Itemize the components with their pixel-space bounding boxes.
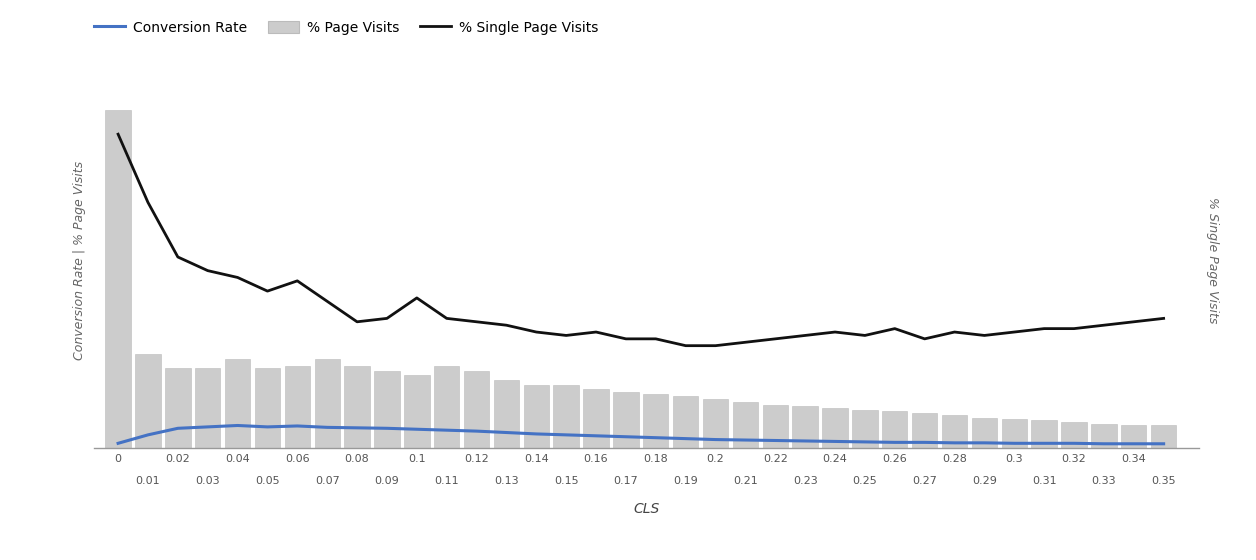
Text: 0.33: 0.33 <box>1091 476 1117 486</box>
Bar <box>972 418 997 448</box>
Bar <box>942 415 967 448</box>
Bar <box>762 405 788 448</box>
Text: 0.29: 0.29 <box>972 476 997 486</box>
Text: 0.27: 0.27 <box>912 476 937 486</box>
Bar <box>463 371 490 448</box>
Text: 0.11: 0.11 <box>435 476 458 486</box>
Bar <box>314 359 340 448</box>
Bar <box>912 413 937 448</box>
Text: 0.05: 0.05 <box>255 476 280 486</box>
Bar <box>1061 422 1086 448</box>
Bar <box>165 368 191 448</box>
Y-axis label: % Single Page Visits: % Single Page Visits <box>1206 197 1218 324</box>
Bar <box>255 368 280 448</box>
Bar <box>1091 423 1117 448</box>
Text: 0.09: 0.09 <box>374 476 399 486</box>
Bar <box>344 366 369 448</box>
Bar <box>732 402 759 448</box>
Bar <box>703 399 728 448</box>
Bar <box>853 409 878 448</box>
Text: 0.15: 0.15 <box>554 476 579 486</box>
Y-axis label: Conversion Rate | % Page Visits: Conversion Rate | % Page Visits <box>73 161 85 360</box>
Text: 0.19: 0.19 <box>673 476 698 486</box>
Text: 0.25: 0.25 <box>853 476 877 486</box>
Text: 0.23: 0.23 <box>793 476 818 486</box>
Legend: Conversion Rate, % Page Visits, % Single Page Visits: Conversion Rate, % Page Visits, % Single… <box>89 15 604 40</box>
Bar <box>404 375 430 448</box>
Bar <box>225 359 250 448</box>
Bar <box>195 368 220 448</box>
Bar <box>106 110 131 448</box>
Bar <box>1122 424 1147 448</box>
Bar <box>613 392 638 448</box>
Bar <box>882 412 908 448</box>
Bar <box>435 366 460 448</box>
Text: 0.13: 0.13 <box>494 476 519 486</box>
Bar <box>494 380 519 448</box>
Bar <box>374 371 399 448</box>
Bar <box>583 389 609 448</box>
Bar <box>823 408 848 448</box>
X-axis label: CLS: CLS <box>634 502 659 516</box>
Bar <box>524 385 549 448</box>
Bar <box>1001 419 1027 448</box>
Bar <box>643 394 668 448</box>
Text: 0.21: 0.21 <box>734 476 757 486</box>
Text: 0.07: 0.07 <box>315 476 339 486</box>
Text: 0.03: 0.03 <box>196 476 220 486</box>
Text: 0.31: 0.31 <box>1032 476 1056 486</box>
Text: 0.17: 0.17 <box>613 476 638 486</box>
Bar <box>793 406 818 448</box>
Bar <box>1031 420 1056 448</box>
Bar <box>1150 426 1177 448</box>
Text: 0.35: 0.35 <box>1152 476 1176 486</box>
Bar <box>673 396 698 448</box>
Bar <box>554 385 579 448</box>
Bar <box>136 354 161 448</box>
Bar <box>285 366 310 448</box>
Text: 0.01: 0.01 <box>136 476 161 486</box>
